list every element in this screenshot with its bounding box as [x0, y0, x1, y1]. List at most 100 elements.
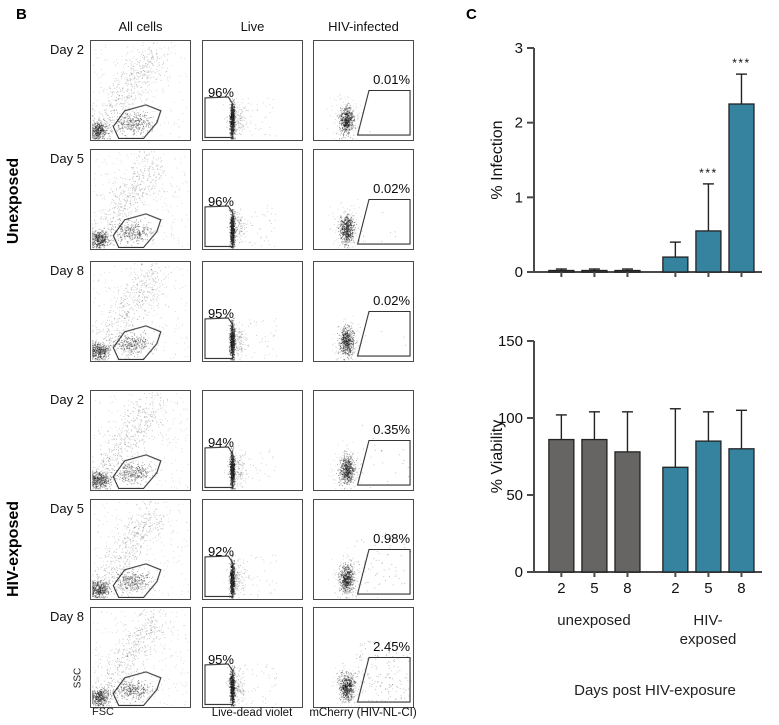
x-group-label-hiv-exposed: HIV- exposed: [679, 612, 737, 648]
scatter-canvas: [91, 608, 190, 707]
live-gate-percentage: 96%: [207, 193, 234, 209]
scatter-canvas: [314, 262, 413, 361]
column-header-live: Live: [240, 19, 265, 34]
infected-gate-percentage: 0.02%: [373, 180, 411, 196]
x-tick-label: 8: [623, 580, 631, 597]
significance-stars: ***: [699, 166, 718, 180]
live-x-axis-label: Live-dead violet: [211, 707, 293, 719]
y-tick-label: 2: [515, 115, 523, 132]
bar: [728, 103, 755, 273]
flow-plot-all-cells: [90, 499, 191, 600]
scatter-canvas: [203, 608, 302, 707]
scatter-canvas: [91, 262, 190, 361]
scatter-canvas: [203, 500, 302, 599]
day-label: Day 8: [50, 609, 84, 624]
y-tick-label: 50: [506, 487, 523, 504]
live-gate-percentage: 95%: [207, 305, 234, 321]
flow-plot-all-cells: [90, 607, 191, 708]
panel-c-label: C: [466, 6, 477, 23]
bar: [614, 269, 641, 273]
scatter-canvas: [203, 150, 302, 249]
bar: [695, 230, 722, 273]
significance-stars: ***: [732, 56, 751, 70]
scatter-canvas: [91, 500, 190, 599]
infected-gate-percentage: 2.45%: [373, 638, 411, 654]
flow-plot-hiv-infected: 0.35%: [313, 390, 414, 491]
x-tick-label: 2: [557, 580, 565, 597]
y-tick-label: 150: [498, 333, 523, 350]
flow-plot-hiv-infected: 0.02%: [313, 261, 414, 362]
flow-plot-all-cells: [90, 390, 191, 491]
y-tick-label: 3: [515, 40, 523, 57]
bar: [695, 440, 722, 573]
column-header-hiv-infected: HIV-infected: [328, 19, 399, 34]
live-gate-percentage: 92%: [207, 543, 234, 559]
flow-plot-all-cells: [90, 149, 191, 250]
infection-bar-chart: 0 1 2 3 % Infection *** ***: [489, 40, 762, 281]
panel-b-label: B: [16, 6, 27, 23]
day-label: Day 5: [50, 501, 84, 516]
x-axis-title: Days post HIV-exposure: [574, 682, 736, 699]
flow-plot-hiv-infected: 0.02%: [313, 149, 414, 250]
scatter-canvas: [314, 500, 413, 599]
scatter-canvas: [91, 41, 190, 140]
flow-plot-live: 92%: [202, 499, 303, 600]
day-label: Day 2: [50, 42, 84, 57]
live-gate-percentage: 94%: [207, 434, 234, 450]
bar: [662, 466, 689, 573]
group-label-hiv-exposed: HIV-exposed: [5, 500, 22, 598]
infected-gate-percentage: 0.35%: [373, 421, 411, 437]
day-label: Day 5: [50, 151, 84, 166]
y-tick-label: 0: [515, 564, 523, 581]
live-gate-percentage: 96%: [207, 84, 234, 100]
group-label-unexposed: Unexposed: [5, 157, 22, 245]
y-axis-label: % Viability: [489, 420, 506, 494]
day-label: Day 2: [50, 392, 84, 407]
bar: [548, 438, 575, 573]
flow-plot-all-cells: [90, 261, 191, 362]
y-tick-label: 1: [515, 189, 523, 206]
infected-gate-percentage: 0.02%: [373, 292, 411, 308]
flow-plot-hiv-infected: 0.01%: [313, 40, 414, 141]
scatter-canvas: [203, 391, 302, 490]
scatter-canvas: [314, 391, 413, 490]
flow-plot-live: 95%: [202, 607, 303, 708]
infected-gate-percentage: 0.98%: [373, 530, 411, 546]
scatter-canvas: [203, 262, 302, 361]
viability-bar-chart: 0 50 100 150 % Viability 2 5 8 2 5 8: [489, 333, 762, 597]
scatter-canvas: [203, 41, 302, 140]
scatter-canvas: [91, 150, 190, 249]
bar: [662, 256, 689, 273]
x-tick-label: 2: [671, 580, 679, 597]
column-header-all-cells: All cells: [118, 19, 163, 34]
flow-plot-live: 96%: [202, 149, 303, 250]
bar: [614, 451, 641, 573]
x-tick-label: 8: [737, 580, 745, 597]
fsc-axis-label: FSC: [92, 706, 114, 718]
y-axis-label: % Infection: [489, 120, 506, 199]
scatter-canvas: [314, 41, 413, 140]
flow-plot-all-cells: [90, 40, 191, 141]
bar: [581, 438, 608, 573]
y-tick-label: 0: [515, 264, 523, 281]
flow-plot-live: 95%: [202, 261, 303, 362]
day-label: Day 8: [50, 263, 84, 278]
live-gate-percentage: 95%: [207, 651, 234, 667]
scatter-canvas: [314, 608, 413, 707]
infected-gate-percentage: 0.01%: [373, 71, 411, 87]
bar: [581, 269, 608, 273]
bar: [548, 269, 575, 273]
y-tick-label: 100: [498, 410, 523, 427]
flow-plot-live: 96%: [202, 40, 303, 141]
ssc-axis-label: SSC: [72, 667, 84, 689]
flow-plot-live: 94%: [202, 390, 303, 491]
x-tick-label: 5: [704, 580, 712, 597]
flow-plot-hiv-infected: 0.98%: [313, 499, 414, 600]
flow-plot-hiv-infected: 2.45%: [313, 607, 414, 708]
x-tick-label: 5: [590, 580, 598, 597]
mcherry-x-axis-label: mCherry (HIV-NL-CI): [309, 707, 417, 719]
scatter-canvas: [314, 150, 413, 249]
bar: [728, 448, 755, 573]
scatter-canvas: [91, 391, 190, 490]
